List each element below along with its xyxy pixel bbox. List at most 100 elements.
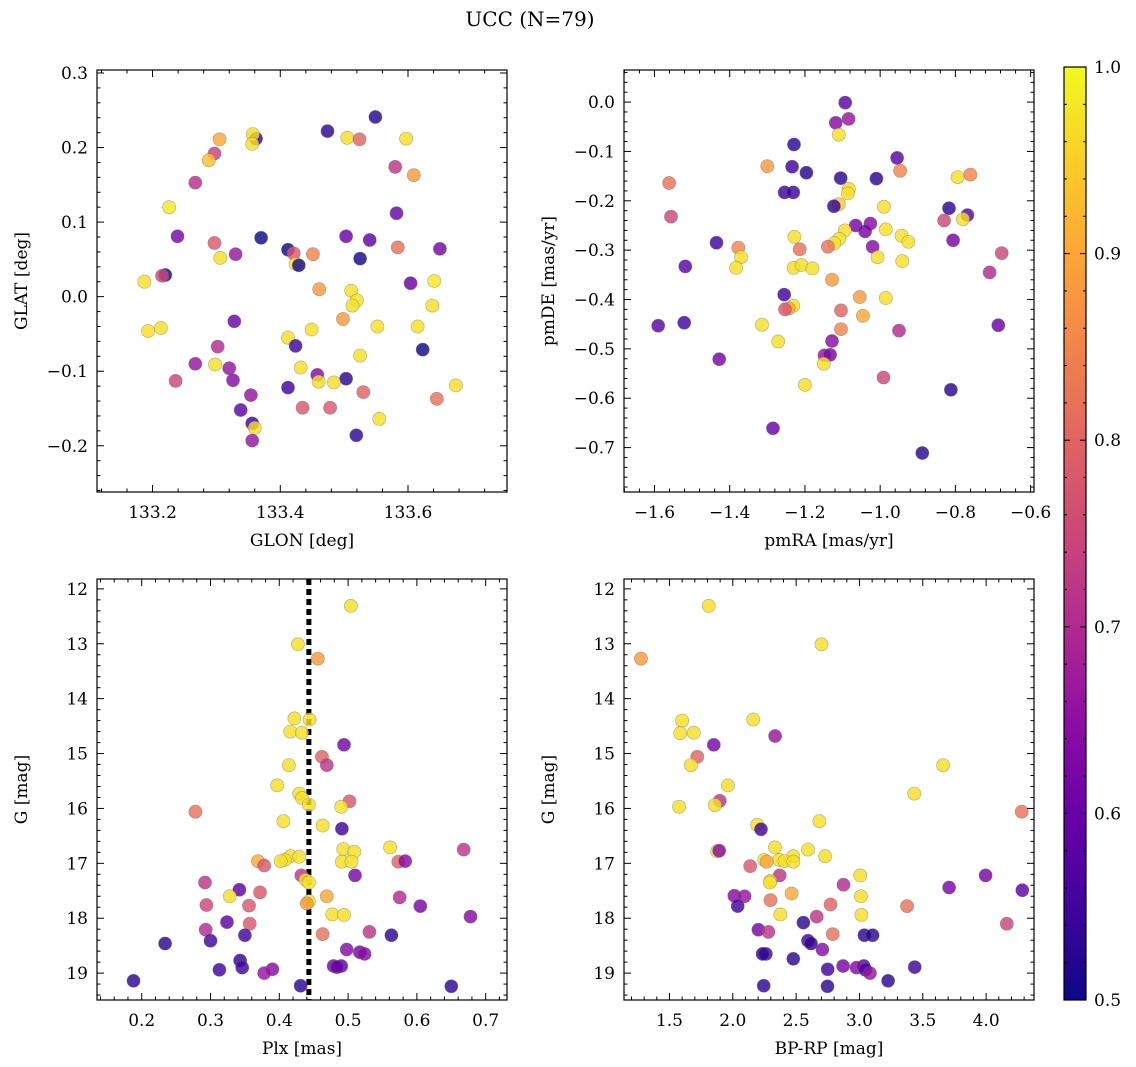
data-point (141, 324, 155, 338)
data-point (865, 928, 880, 943)
colorbar-tick-label: 0.8 (1094, 431, 1121, 451)
data-point (936, 758, 950, 772)
x-tick-label: 0.4 (266, 1011, 293, 1031)
data-point (664, 209, 678, 224)
data-point (809, 909, 824, 924)
figure-title: UCC (N=79) (465, 7, 594, 31)
data-point (836, 959, 850, 973)
data-point (816, 356, 831, 371)
data-point (686, 725, 701, 740)
data-point (210, 339, 225, 354)
x-axis-label: GLON [deg] (250, 531, 354, 551)
data-point (768, 840, 782, 855)
data-point (746, 712, 761, 727)
data-point (760, 159, 775, 174)
data-point (389, 206, 404, 221)
scatter-points (126, 599, 478, 994)
data-point (233, 403, 248, 417)
data-point (1015, 883, 1030, 898)
data-point (362, 233, 377, 247)
data-point (825, 334, 839, 348)
data-point (290, 637, 305, 652)
data-point (293, 360, 308, 375)
data-point (831, 127, 846, 142)
axes-frame (96, 69, 508, 493)
data-point (737, 889, 752, 904)
data-point (763, 893, 778, 907)
data-point (854, 889, 868, 904)
data-point (295, 400, 310, 415)
data-point (368, 110, 383, 124)
data-point (785, 159, 799, 174)
data-point (825, 927, 840, 941)
data-point (755, 317, 769, 332)
data-point (353, 348, 367, 363)
y-tick-label: 15 (593, 745, 615, 765)
data-point (311, 374, 326, 389)
data-point (763, 875, 777, 890)
scatter-points (137, 110, 463, 448)
data-point (942, 201, 956, 216)
data-point (978, 868, 993, 883)
data-point (820, 962, 835, 977)
colorbar-gradient (1064, 67, 1086, 1000)
data-point (432, 241, 447, 256)
data-point (198, 875, 212, 890)
data-point (429, 391, 444, 406)
data-point (243, 388, 258, 402)
data-point (362, 925, 377, 939)
data-point (814, 637, 829, 652)
colorbar-tick-label: 1.0 (1094, 58, 1121, 78)
data-point (170, 229, 185, 244)
data-point (821, 239, 835, 254)
x-tick-label: −1.6 (634, 503, 675, 523)
data-point (946, 233, 960, 248)
x-tick-label: 0.5 (335, 1011, 362, 1031)
data-point (456, 842, 471, 857)
data-point (237, 928, 252, 943)
data-point (345, 298, 360, 313)
data-point (801, 842, 815, 857)
data-point (890, 150, 904, 165)
colorbar-tick-label: 0.6 (1094, 804, 1121, 824)
x-tick-label: 133.6 (384, 503, 433, 523)
data-point (840, 186, 855, 201)
data-point (834, 303, 848, 318)
data-point (937, 213, 951, 228)
data-point (348, 868, 362, 883)
y-axis-label: GLAT [deg] (12, 232, 32, 330)
data-point (337, 908, 351, 922)
data-point (853, 868, 868, 883)
y-tick-label: 0.0 (588, 93, 615, 113)
data-point (701, 599, 716, 613)
y-tick-label: 18 (593, 909, 615, 929)
data-point (339, 371, 353, 386)
data-point (881, 973, 895, 988)
data-point (301, 797, 316, 812)
data-point (784, 886, 799, 901)
data-point (766, 421, 780, 436)
data-point (798, 377, 812, 392)
data-point (828, 115, 843, 130)
y-tick-label: −0.5 (574, 340, 615, 360)
data-point (827, 199, 841, 214)
data-point (712, 843, 727, 858)
x-tick-label: −1.2 (784, 503, 825, 523)
data-point (257, 858, 272, 873)
data-point (320, 124, 335, 139)
data-point (399, 131, 413, 146)
colorbar-tick-label: 0.5 (1094, 991, 1121, 1011)
data-point (463, 909, 478, 924)
data-point (222, 889, 237, 904)
data-point (841, 112, 856, 126)
data-point (295, 725, 309, 740)
data-point (773, 907, 788, 922)
data-point (344, 854, 359, 869)
data-point (673, 726, 688, 741)
y-axis-label: G [mag] (539, 755, 559, 824)
data-point (876, 370, 891, 385)
data-point (895, 254, 910, 268)
y-tick-label: 12 (593, 580, 615, 600)
data-point (678, 259, 693, 274)
data-point (833, 171, 848, 185)
